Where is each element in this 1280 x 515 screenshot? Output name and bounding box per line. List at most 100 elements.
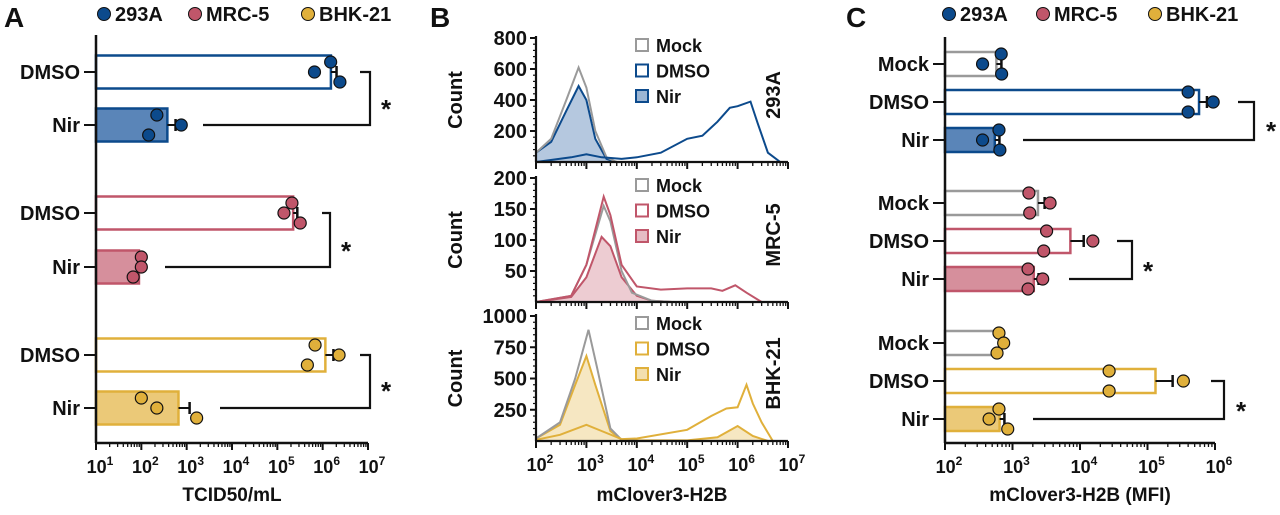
bar-bhk-21-dmso [94,337,327,373]
tick-exponent: 1 [107,454,114,468]
significance-bracket [1069,239,1134,281]
y-tick-label: 150 [494,199,527,221]
data-point [1086,234,1100,248]
legend-label-dmso: DMSO [656,340,710,360]
data-point [1181,85,1195,99]
tick-exponent: 5 [1158,454,1165,468]
bar-bhk-21-dmso [943,367,1157,395]
tick-base: 10 [779,455,799,475]
bar-mrc-5-dmso [94,195,295,231]
tick-base: 10 [1206,457,1226,477]
tick-base: 10 [359,457,379,477]
tick-exponent: 6 [748,452,755,466]
bar-mrc-5-nir [943,265,1036,293]
data-point [997,336,1011,350]
panel-label-c: C [846,2,866,33]
x-tick-label: 104 [627,452,654,475]
tick-exponent: 7 [379,454,386,468]
legend-label-mock: Mock [656,176,703,196]
tick-exponent: 3 [597,452,604,466]
data-point [1021,262,1035,276]
legend-swatch-nir [635,89,649,103]
data-point [308,338,322,352]
legend-label-mrc-5: MRC-5 [206,4,269,26]
tick-base: 10 [728,455,748,475]
tick-base: 10 [627,455,647,475]
data-point [1102,364,1116,378]
x-tick-label: 107 [359,454,386,477]
row-label: DMSO [20,62,80,84]
legend-swatch-dmso [635,341,649,356]
legend-swatch-nir [635,367,649,381]
x-tick-label: 103 [577,452,604,475]
y-axis-label: Count [445,211,467,269]
histogram-293a-mock [535,64,618,163]
x-tick-label: 107 [779,452,806,475]
significance-star: * [1236,396,1247,426]
row-label: DMSO [869,231,929,253]
panel-label-b: B [430,2,450,33]
x-tick-label: 104 [223,454,250,477]
tick-exponent: 2 [956,454,963,468]
legend-label-293a: 293A [115,4,163,26]
data-point [300,358,314,372]
tick-base: 10 [268,457,288,477]
tick-exponent: 4 [243,454,250,468]
data-point [285,196,299,210]
row-label: DMSO [20,203,80,225]
legend-swatch-mock [635,178,649,192]
legend-label-dmso: DMSO [656,62,710,82]
panel-b-chart: 200 400 600 800 Count 293A Mock DMSO Nir 50 100 150… [445,28,806,506]
data-point [333,75,347,89]
data-point [1036,272,1050,286]
histogram-293a-dmso [535,100,781,163]
row-label: DMSO [869,92,929,114]
legend-label-bhk-21: BHK-21 [319,4,391,26]
tick-exponent: 6 [333,454,340,468]
data-point [993,143,1007,157]
data-point [277,206,291,220]
legend-label-mrc-5: MRC-5 [1054,4,1117,26]
legend-marker-293a [97,7,111,21]
significance-bracket [1033,379,1226,421]
y-tick-label: 1000 [483,306,528,328]
y-tick-label: 800 [494,28,527,50]
y-tick-label: 500 [494,369,527,391]
tick-base: 10 [1003,457,1023,477]
data-point [293,216,307,230]
tick-base: 10 [177,457,197,477]
tick-base: 10 [1071,457,1091,477]
panel-c-chart: 293A MRC-5 BHK-21 Mock DMSO Nir Mock DMSO Nir Moc… [869,4,1277,506]
tick-exponent: 3 [197,454,204,468]
x-tick-label: 103 [1003,454,1030,477]
histogram-bhk-21-dmso [535,381,774,442]
significance-bracket [1023,100,1256,142]
tick-exponent: 2 [152,454,159,468]
data-point [324,55,338,69]
bar-293a-dmso [94,54,333,90]
x-axis-label: TCID50/mL [182,485,282,506]
legend-swatch-dmso [635,63,649,78]
tick-base: 10 [87,457,107,477]
data-point [1043,196,1057,210]
data-point [126,270,140,284]
data-point [992,123,1006,137]
significance-star: * [341,236,352,266]
legend-label-bhk-21: BHK-21 [1166,4,1238,26]
data-point [150,108,164,122]
panel-label-a: A [4,2,24,33]
tick-base: 10 [577,455,597,475]
y-axis-label: Count [445,349,467,407]
y-tick-label: 50 [505,261,527,283]
significance-bracket [220,353,372,410]
x-axis-label: mClover3-H2B [597,485,728,506]
row-label: Nir [901,269,929,291]
tick-base: 10 [132,457,152,477]
significance-star: * [381,376,392,406]
tick-base: 10 [678,455,698,475]
y-tick-label: 750 [494,337,527,359]
legend-swatch-dmso [635,203,649,218]
tick-exponent: 7 [799,452,806,466]
